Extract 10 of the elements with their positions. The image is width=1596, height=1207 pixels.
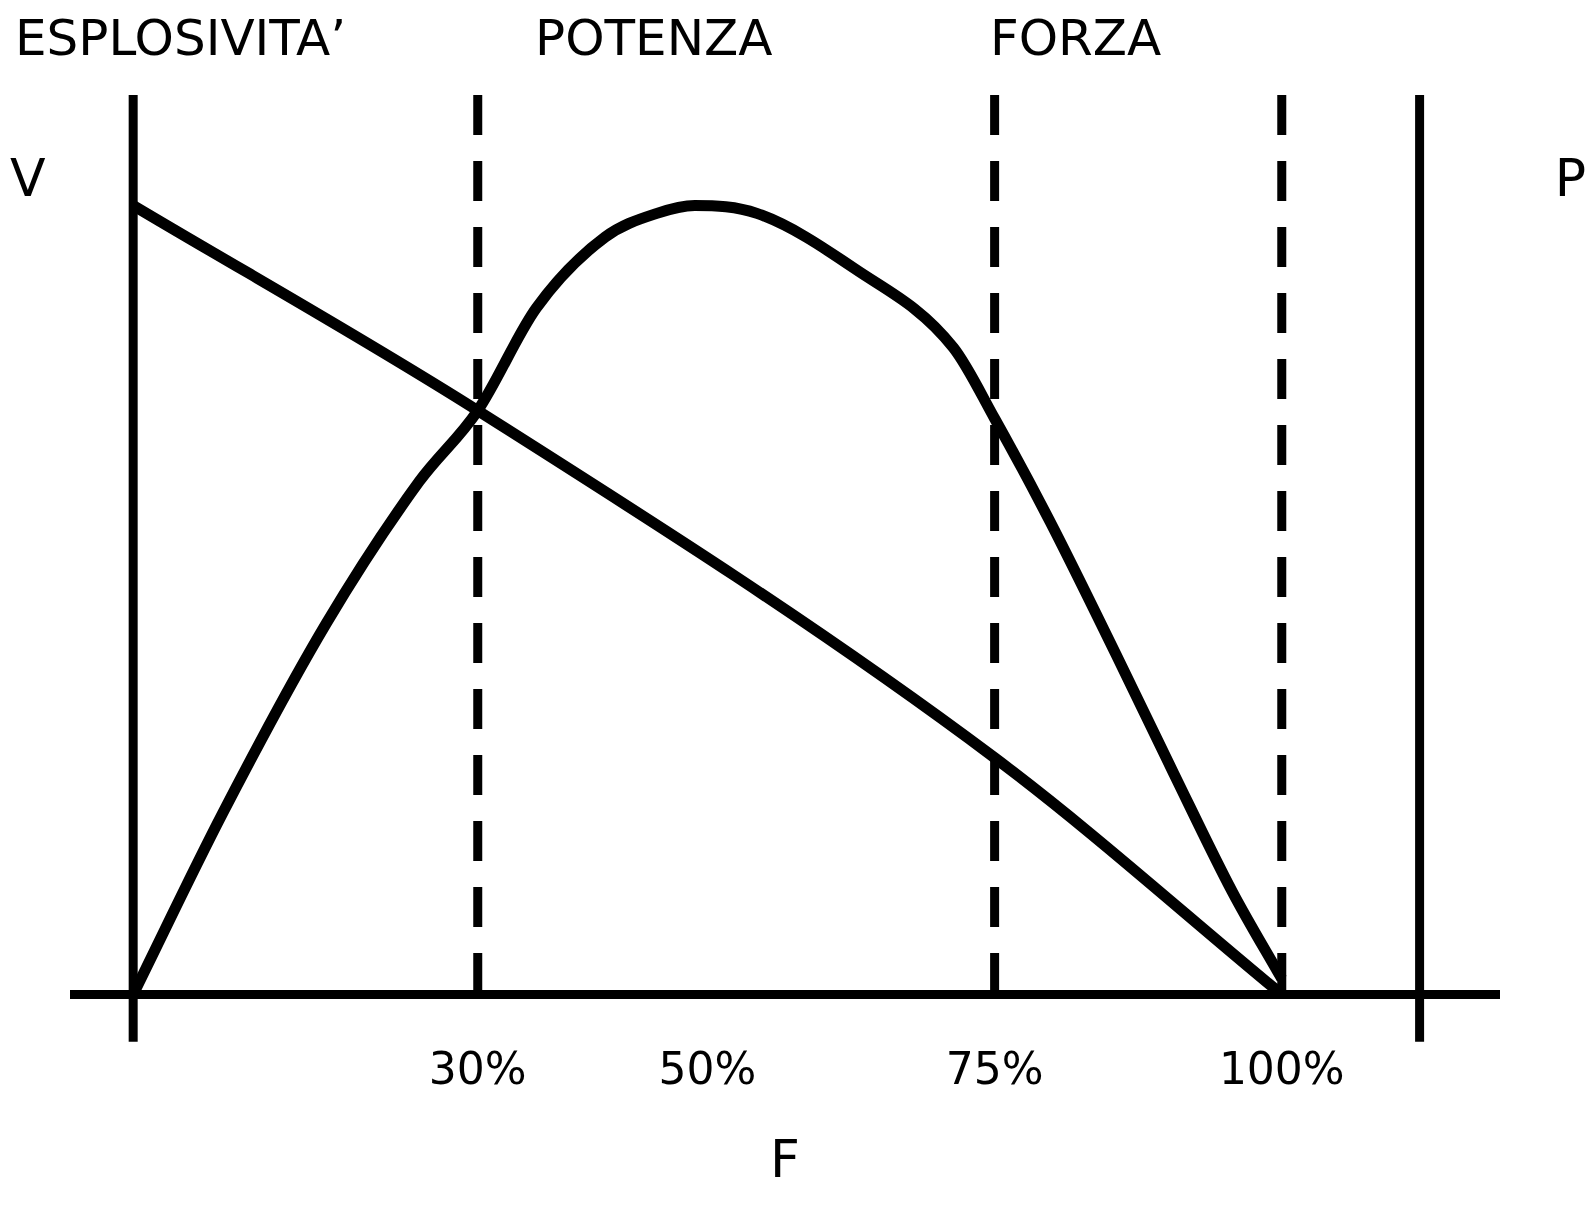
x-tick-label: 50% — [658, 1042, 757, 1094]
y2-axis-title: P — [1554, 148, 1586, 208]
x-tick-label: 75% — [945, 1042, 1044, 1094]
text: FORZA — [990, 9, 1162, 67]
text: ESPLOSIVITA’ — [15, 9, 347, 67]
x-tick-label: 100% — [1218, 1042, 1345, 1094]
x-tick-label: 30% — [428, 1042, 527, 1094]
y-axis-title: V — [10, 148, 46, 208]
x-axis-title: F — [770, 1129, 800, 1190]
text: POTENZA — [535, 9, 773, 67]
